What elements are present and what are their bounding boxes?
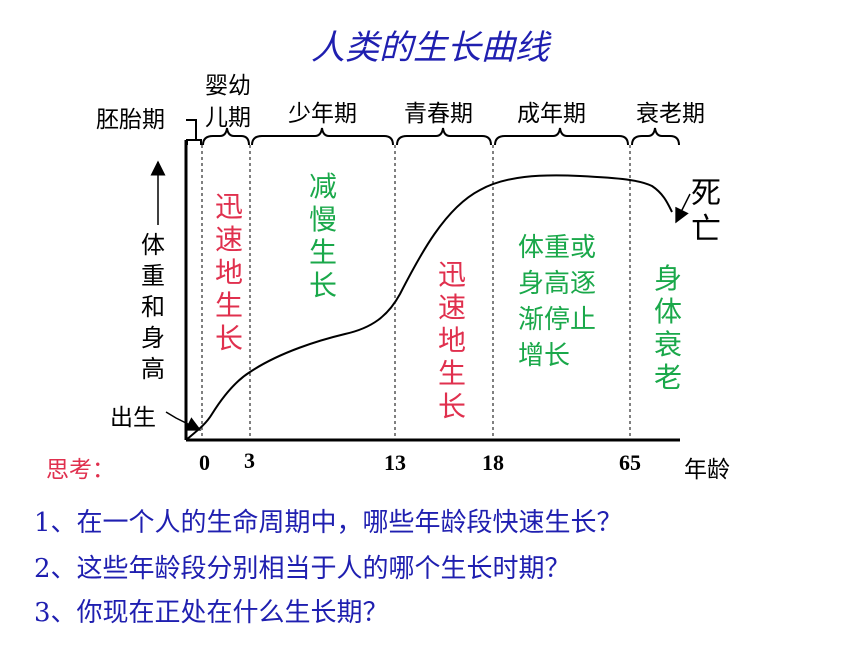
brace-adult (494, 127, 629, 146)
stage-adult: 成年期 (517, 101, 586, 127)
death-label: 死亡 (691, 176, 721, 247)
brace-youth (251, 127, 394, 146)
x-tick-3: 3 (244, 448, 255, 473)
question-2: 2、这些年龄段分别相当于人的哪个生长时期？ (34, 554, 571, 584)
phase-rapid-1: 迅速地生长 (214, 190, 243, 355)
stage-infant-line1: 婴幼 (205, 73, 251, 99)
stage-embryo: 胚胎期 (96, 107, 165, 133)
x-tick-65: 65 (619, 450, 641, 475)
phase-stop-line3: 渐停止 (518, 305, 597, 335)
phase-stop-line2: 身高逐 (518, 269, 597, 299)
phase-stop-line1: 体重或 (518, 233, 597, 263)
phase-slow: 减慢生长 (308, 170, 337, 302)
phase-decline: 身体衰老 (653, 262, 682, 394)
x-tick-13: 13 (384, 450, 406, 475)
x-tick-0: 0 (199, 450, 210, 475)
stage-youth: 少年期 (288, 101, 357, 127)
brace-infant (202, 127, 250, 146)
page-title: 人类的生长曲线 (311, 28, 549, 68)
x-axis-label: 年龄 (684, 457, 730, 483)
question-1: 1、在一个人的生命周期中，哪些年龄段快速生长？ (34, 508, 623, 538)
stage-elderly: 衰老期 (636, 101, 705, 127)
y-axis-label: 体重和身高 (141, 231, 165, 383)
stage-infant-line2: 儿期 (205, 105, 251, 131)
phase-rapid-2: 迅速地生长 (437, 258, 466, 423)
birth-pointer (165, 411, 202, 431)
question-3: 3、你现在正处在什么生长期？ (34, 598, 389, 628)
phase-stop-line4: 增长 (518, 341, 571, 371)
stage-adolescence: 青春期 (404, 101, 473, 127)
brace-elderly (631, 127, 680, 146)
brace-embryo (186, 139, 202, 145)
growth-curve (185, 174, 673, 441)
think-label: 思考： (46, 457, 115, 483)
x-tick-18: 18 (482, 450, 504, 475)
birth-label: 出生 (110, 405, 156, 431)
phase-stop: 体重或 身高逐 渐停止 增长 (518, 230, 596, 374)
brace-adolescence (396, 127, 492, 146)
death-pointer (675, 193, 691, 224)
brace-embryo-pointer (186, 119, 197, 140)
